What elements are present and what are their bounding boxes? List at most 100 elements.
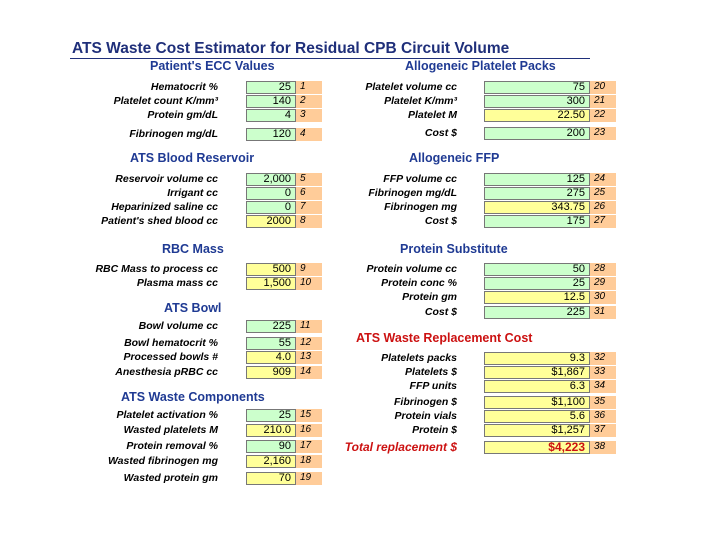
row-label: Heparinized saline cc xyxy=(111,201,218,213)
section-ffp: Allogeneic FFP xyxy=(409,151,500,165)
row-index: 32 xyxy=(590,352,616,365)
value-cell[interactable]: 25 xyxy=(246,409,296,422)
row-index: 17 xyxy=(296,440,322,453)
row-label: Total replacement $ xyxy=(344,440,457,454)
row-label: Cost $ xyxy=(424,215,457,227)
value-cell[interactable]: 225 xyxy=(484,306,590,319)
value-cell[interactable]: 120 xyxy=(246,128,296,141)
value-cell[interactable]: 4.0 xyxy=(246,351,296,364)
row-label: Hematocrit % xyxy=(150,81,218,93)
section-protein: Protein Substitute xyxy=(400,242,508,256)
value-cell[interactable]: 70 xyxy=(246,472,296,485)
row-label: Fibrinogen mg/dL xyxy=(368,187,457,199)
row-label: Cost $ xyxy=(424,306,457,318)
row-label: Platelet K/mm³ xyxy=(384,95,457,107)
value-cell[interactable]: 2000 xyxy=(246,215,296,228)
row-label: RBC Mass to process cc xyxy=(95,263,218,275)
value-cell[interactable]: 22.50 xyxy=(484,109,590,122)
value-cell[interactable]: $1,100 xyxy=(484,396,590,409)
row-label: FFP volume cc xyxy=(383,173,457,185)
row-label: Plasma mass cc xyxy=(136,277,218,289)
row-index: 16 xyxy=(296,424,322,437)
row-label: Wasted platelets M xyxy=(123,424,218,436)
value-cell[interactable]: $1,867 xyxy=(484,366,590,379)
row-label: Protein volume cc xyxy=(366,263,457,275)
row-index: 11 xyxy=(296,320,322,333)
row-label: Platelets $ xyxy=(405,366,457,378)
value-cell[interactable]: 0 xyxy=(246,187,296,200)
row-index: 19 xyxy=(296,472,322,485)
row-label: Platelet activation % xyxy=(116,409,218,421)
row-index: 1 xyxy=(296,81,322,94)
value-cell[interactable]: 909 xyxy=(246,366,296,379)
title-underline xyxy=(70,58,590,59)
value-cell[interactable]: 0 xyxy=(246,201,296,214)
row-index: 35 xyxy=(590,396,616,409)
row-label: Protein conc % xyxy=(381,277,457,289)
value-cell[interactable]: 55 xyxy=(246,337,296,350)
row-label: Wasted fibrinogen mg xyxy=(107,455,218,467)
value-cell[interactable]: 343.75 xyxy=(484,201,590,214)
row-index: 8 xyxy=(296,215,322,228)
value-cell[interactable]: 300 xyxy=(484,95,590,108)
value-cell[interactable]: 275 xyxy=(484,187,590,200)
value-cell[interactable]: 75 xyxy=(484,81,590,94)
value-cell[interactable]: 25 xyxy=(246,81,296,94)
value-cell[interactable]: 200 xyxy=(484,127,590,140)
value-cell[interactable]: 9.3 xyxy=(484,352,590,365)
value-cell[interactable]: 225 xyxy=(246,320,296,333)
row-index: 29 xyxy=(590,277,616,290)
row-label: Wasted protein gm xyxy=(123,472,218,484)
row-index: 23 xyxy=(590,127,616,140)
row-index: 33 xyxy=(590,366,616,379)
section-rbc: RBC Mass xyxy=(162,242,224,256)
row-label: Protein gm xyxy=(402,291,457,303)
value-cell[interactable]: 175 xyxy=(484,215,590,228)
value-cell[interactable]: 25 xyxy=(484,277,590,290)
value-cell[interactable]: $1,257 xyxy=(484,424,590,437)
row-label: Cost $ xyxy=(424,127,457,139)
section-waste: ATS Waste Components xyxy=(121,390,265,404)
row-label: Protein gm/dL xyxy=(147,109,218,121)
value-cell[interactable]: 50 xyxy=(484,263,590,276)
value-cell[interactable]: 4 xyxy=(246,109,296,122)
row-index: 15 xyxy=(296,409,322,422)
value-cell[interactable]: $4,223 xyxy=(484,441,590,454)
row-index: 24 xyxy=(590,173,616,186)
row-index: 5 xyxy=(296,173,322,186)
row-label: Protein $ xyxy=(412,424,457,436)
value-cell[interactable]: 140 xyxy=(246,95,296,108)
value-cell[interactable]: 1,500 xyxy=(246,277,296,290)
value-cell[interactable]: 210.0 xyxy=(246,424,296,437)
row-label: Protein vials xyxy=(394,410,457,422)
row-label: Platelet volume cc xyxy=(365,81,457,93)
value-cell[interactable]: 125 xyxy=(484,173,590,186)
value-cell[interactable]: 90 xyxy=(246,440,296,453)
section-replacement: ATS Waste Replacement Cost xyxy=(356,331,533,345)
row-label: Fibrinogen mg/dL xyxy=(129,128,218,140)
row-index: 28 xyxy=(590,263,616,276)
row-label: Patient's shed blood cc xyxy=(101,215,218,227)
row-index: 7 xyxy=(296,201,322,214)
row-index: 25 xyxy=(590,187,616,200)
row-index: 21 xyxy=(590,95,616,108)
row-index: 36 xyxy=(590,410,616,423)
row-label: FFP units xyxy=(409,380,457,392)
value-cell[interactable]: 6.3 xyxy=(484,380,590,393)
row-label: Platelet count K/mm³ xyxy=(113,95,218,107)
row-index: 18 xyxy=(296,455,322,468)
row-label: Bowl volume cc xyxy=(138,320,218,332)
row-label: Irrigant cc xyxy=(167,187,218,199)
row-label: Processed bowls # xyxy=(123,351,218,363)
row-index: 34 xyxy=(590,380,616,393)
value-cell[interactable]: 5.6 xyxy=(484,410,590,423)
value-cell[interactable]: 12.5 xyxy=(484,291,590,304)
row-index: 26 xyxy=(590,201,616,214)
row-index: 38 xyxy=(590,441,616,454)
section-ecc: Patient's ECC Values xyxy=(150,59,275,73)
row-label: Protein removal % xyxy=(126,440,218,452)
value-cell[interactable]: 500 xyxy=(246,263,296,276)
value-cell[interactable]: 2,160 xyxy=(246,455,296,468)
row-label: Platelets packs xyxy=(381,352,457,364)
value-cell[interactable]: 2,000 xyxy=(246,173,296,186)
